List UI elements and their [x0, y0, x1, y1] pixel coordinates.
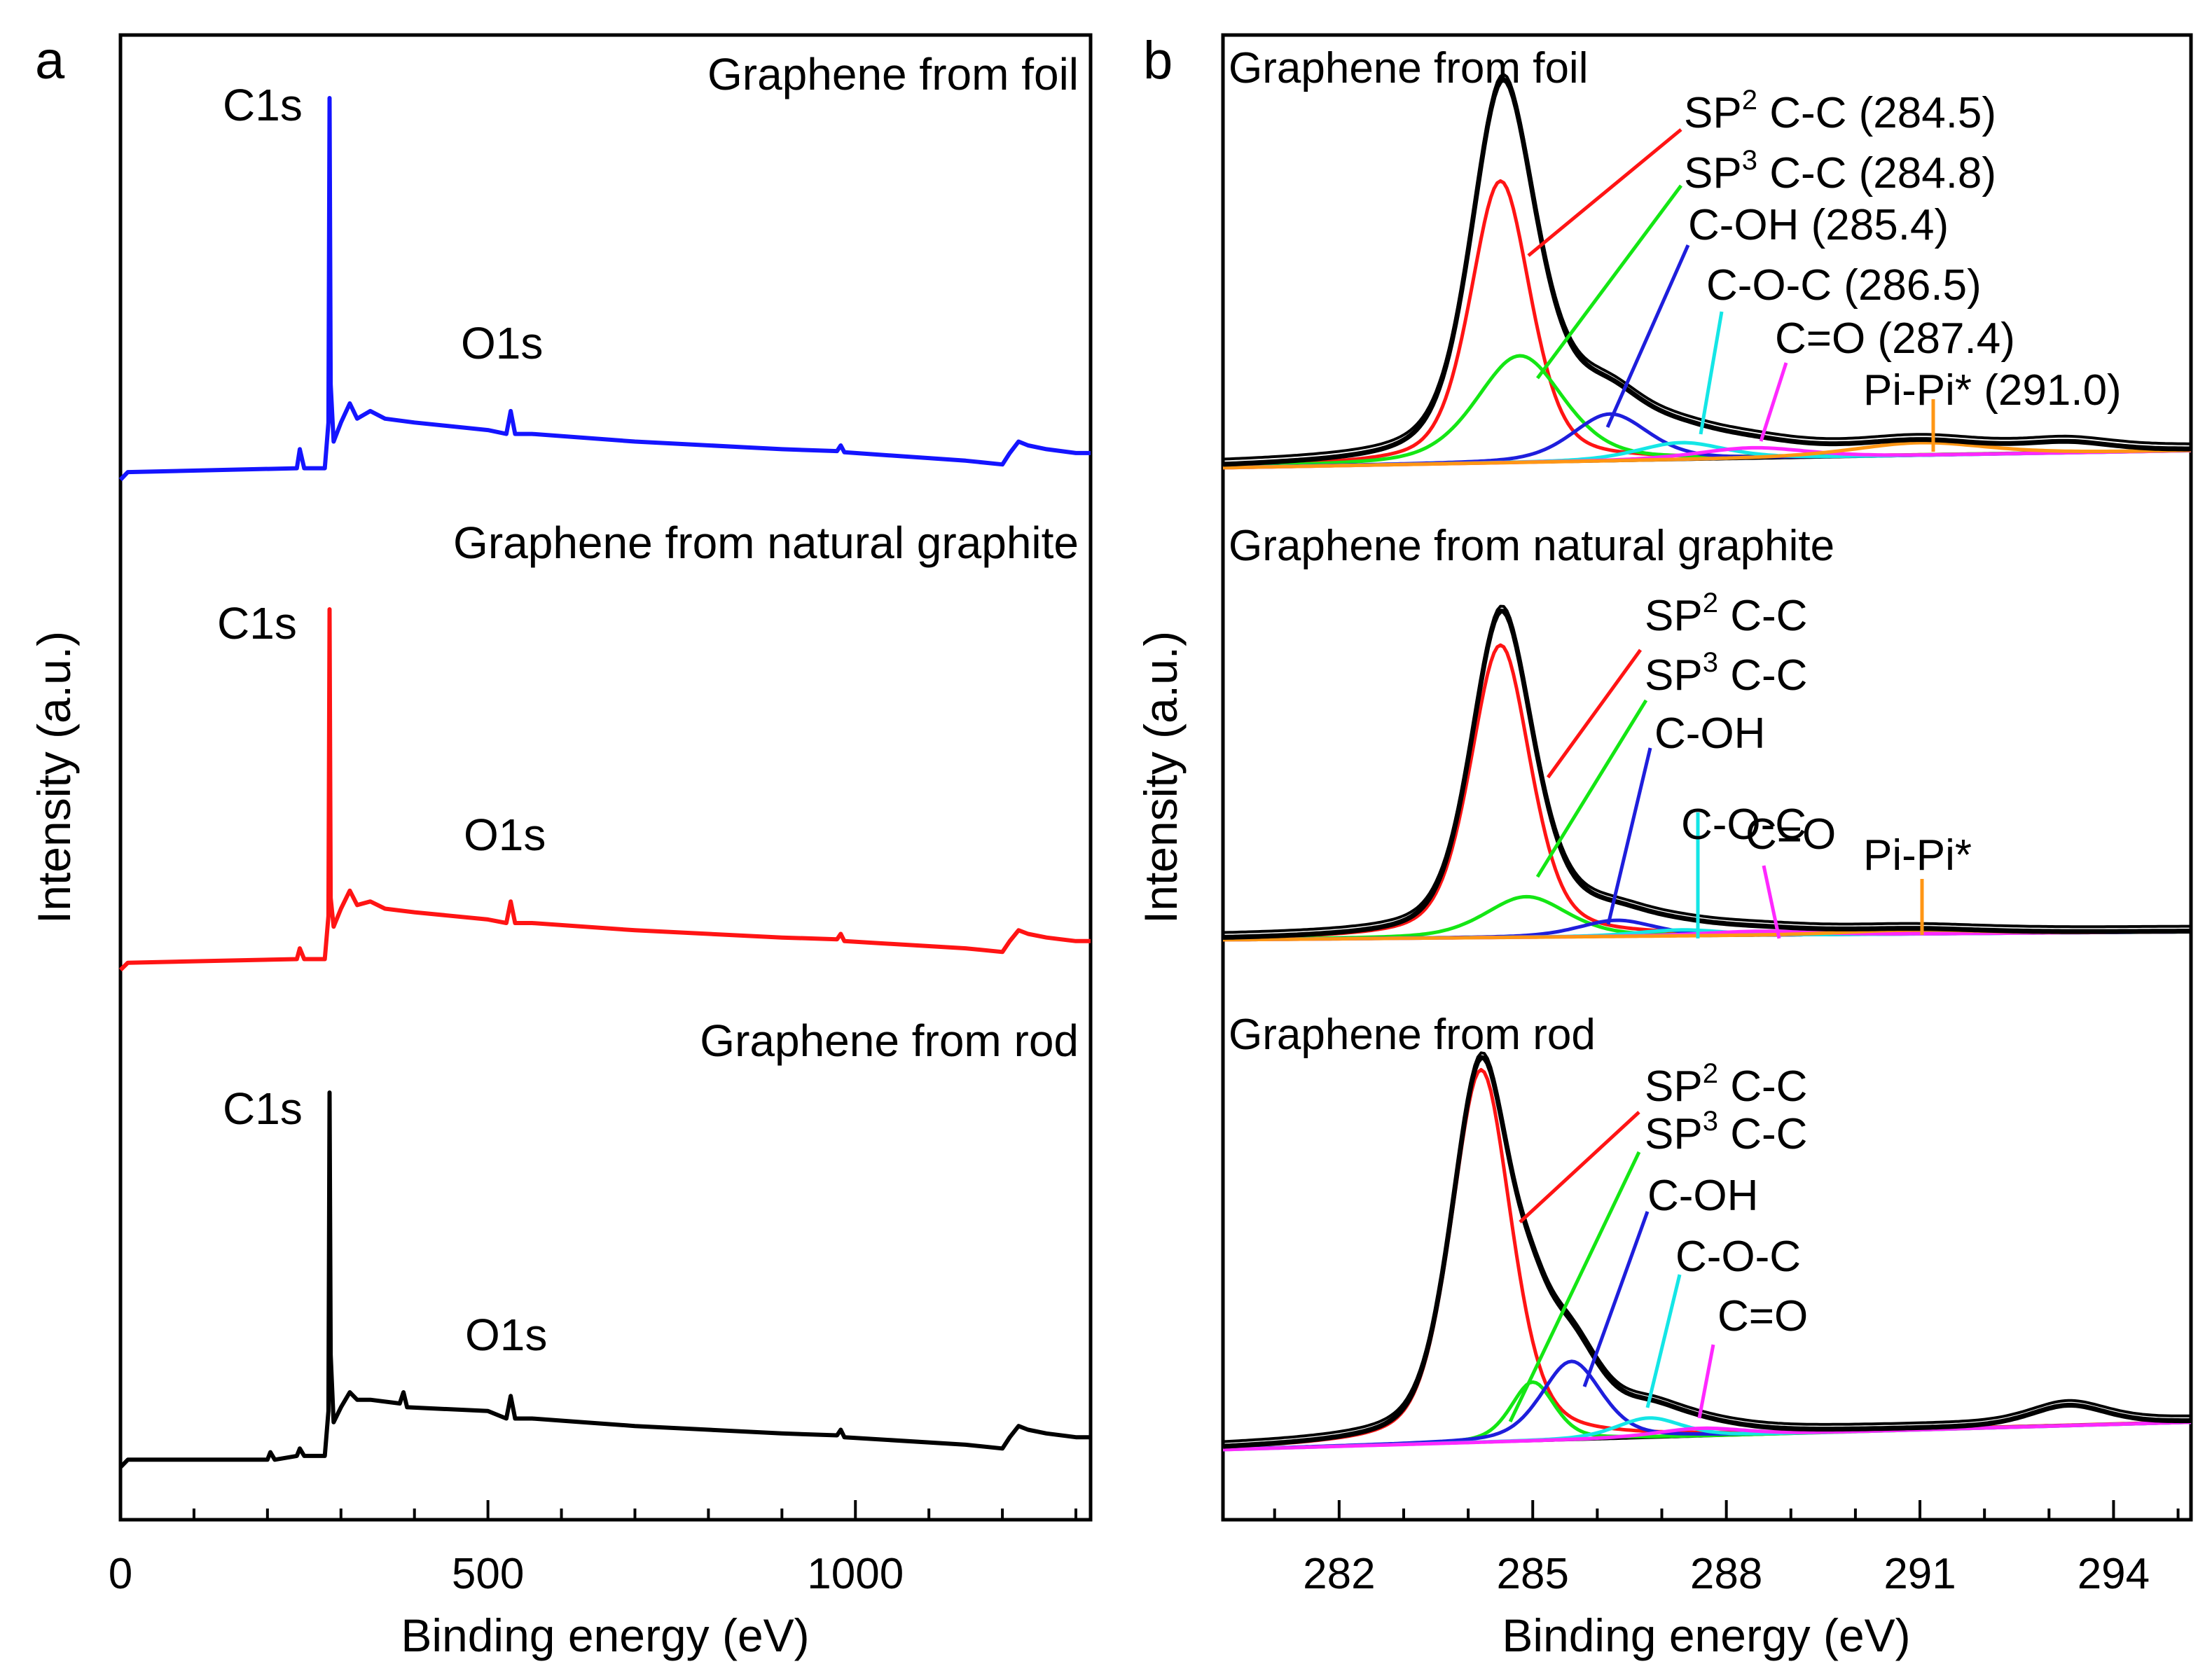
peak-label-c1s: C1s — [217, 598, 297, 649]
peak-label-o1s: O1s — [461, 318, 543, 368]
annotation-c-eq-o: C=O (287.4) — [1775, 314, 2015, 363]
annotation-c-oh: C-OH — [1654, 709, 1765, 758]
annotation-c-oh: C-OH (285.4) — [1688, 201, 1949, 249]
annotation-c-oh: C-OH — [1647, 1172, 1758, 1220]
envelope-raw-graphene-from-rod — [1222, 1051, 2191, 1443]
leader-line-c-oh — [1582, 1211, 1650, 1387]
annotation-sp3: SP3 C-C (284.8) — [1684, 145, 1996, 197]
series-title-graphene-from-foil: Graphene from foil — [707, 49, 1079, 99]
series-title-graphene-from-rod: Graphene from rod — [700, 1015, 1079, 1066]
subpanel-title-graphene-from-natural-graphite: Graphene from natural graphite — [1229, 522, 1834, 570]
leader-line-c-oh — [1605, 244, 1690, 429]
leader-line-sp2 — [1519, 1111, 1640, 1223]
series-line-graphene-from-natural-graphite — [118, 607, 1091, 972]
annotation-pi-pi: Pi-Pi* — [1863, 831, 1972, 880]
leader-line-sp3 — [1535, 699, 1648, 878]
x-tick-label-1000: 1000 — [807, 1550, 904, 1598]
envelope-fit-graphene-from-rod — [1222, 1055, 2192, 1449]
fit-component-c-eq-o-graphene-from-rod — [1222, 1420, 2192, 1452]
leader-line-sp3 — [1535, 184, 1683, 380]
annotation-c-o-c: C-O-C — [1675, 1233, 1801, 1281]
panel-a: a 0 500 1000 Binding energy (eV) Intensi… — [28, 31, 1093, 1661]
panel-b-x-ticks — [1273, 1500, 2180, 1520]
panel-a-x-axis-label: Binding energy (eV) — [401, 1609, 809, 1661]
peak-label-o1s: O1s — [464, 810, 546, 860]
series-line-graphene-from-rod — [118, 1090, 1091, 1469]
leader-line-sp3 — [1508, 1151, 1641, 1423]
annotation-c-o-c: C-O-C — [1681, 800, 1806, 849]
panel-a-y-axis-label: Intensity (a.u.) — [28, 631, 80, 924]
panel-b-y-axis-label: Intensity (a.u.) — [1135, 631, 1187, 924]
leader-line-c-oh — [1606, 747, 1652, 925]
panel-a-x-ticks — [119, 1500, 1078, 1520]
annotation-c-eq-o: C=O — [1717, 1292, 1808, 1340]
x-tick-label-285: 285 — [1497, 1550, 1569, 1598]
x-tick-label-291: 291 — [1883, 1550, 1956, 1598]
annotation-sp3: SP3 C-C — [1645, 647, 1807, 700]
annotation-sp2: SP2 C-C — [1645, 1058, 1807, 1111]
x-tick-label-0: 0 — [109, 1550, 132, 1598]
annotation-pi-pi: Pi-Pi* (291.0) — [1863, 366, 2122, 415]
x-tick-label-288: 288 — [1690, 1550, 1762, 1598]
annotation-c-o-c: C-O-C (286.5) — [1706, 261, 1982, 310]
panel-label-a: a — [35, 31, 65, 90]
leader-line-c-o-c — [1645, 1274, 1682, 1408]
annotation-c-eq-o: C=O — [1746, 810, 1836, 859]
x-tick-label-500: 500 — [452, 1550, 524, 1598]
panel-b-fit-curves — [1222, 73, 2192, 1452]
subpanel-title-graphene-from-foil: Graphene from foil — [1229, 44, 1588, 92]
leader-line-c-eq-o — [1762, 865, 1781, 939]
envelope-raw-graphene-from-foil — [1222, 73, 2191, 461]
envelope-raw-graphene-from-natural-graphite — [1222, 604, 2191, 934]
panel-label-b: b — [1143, 31, 1173, 90]
peak-label-c1s: C1s — [223, 80, 303, 130]
leader-line-sp2 — [1527, 128, 1682, 257]
peak-label-c1s: C1s — [223, 1083, 303, 1134]
x-tick-label-282: 282 — [1303, 1550, 1375, 1598]
subpanel-title-graphene-from-rod: Graphene from rod — [1229, 1011, 1596, 1059]
panel-b-frame — [1221, 33, 2193, 1522]
fit-component-pi-pi-graphene-from-foil — [1222, 441, 2192, 470]
panel-b-x-axis-label: Binding energy (eV) — [1502, 1609, 1910, 1661]
envelope-fit-graphene-from-natural-graphite — [1222, 609, 2192, 940]
annotation-sp2: SP2 C-C (284.5) — [1684, 85, 1996, 137]
peak-label-o1s: O1s — [465, 1310, 547, 1360]
panel-a-frame — [118, 33, 1093, 1522]
fit-component-sp2-graphene-from-natural-graphite — [1222, 643, 2191, 940]
series-line-graphene-from-foil — [118, 96, 1091, 482]
series-title-graphene-from-natural-graphite: Graphene from natural graphite — [453, 518, 1079, 568]
annotation-sp3: SP3 C-C — [1645, 1106, 1807, 1158]
x-tick-label-294: 294 — [2078, 1550, 2150, 1598]
panel-b: b 282 285 288 291 294 Binding energy (eV… — [1135, 31, 2193, 1661]
leader-line-c-eq-o — [1759, 362, 1788, 442]
leader-line-c-o-c — [1699, 311, 1724, 435]
envelope-fit-graphene-from-foil — [1222, 77, 2191, 467]
annotation-sp2: SP2 C-C — [1645, 588, 1807, 640]
leader-line-sp2 — [1546, 649, 1643, 779]
leader-line-c-eq-o — [1697, 1344, 1715, 1419]
